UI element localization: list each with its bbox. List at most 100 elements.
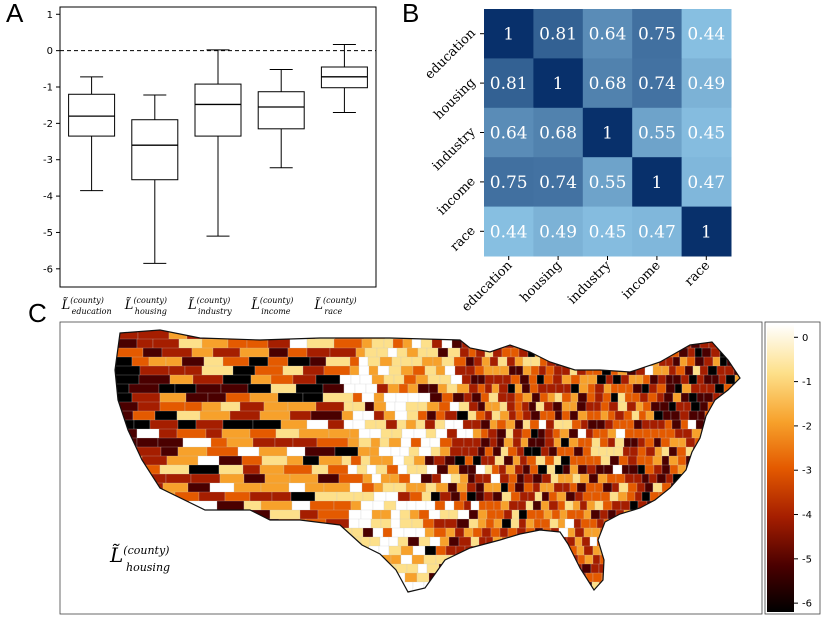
county-cell-717 [599,437,609,448]
county-cell-978 [435,482,449,493]
panel-letter-b: B [402,0,420,28]
county-cell-386 [674,383,683,394]
county-cell-1109 [586,500,596,511]
county-cell-310 [528,374,538,385]
county-cell-548 [614,410,625,421]
county-cell-1052 [582,491,593,502]
heatmap-value-education-income: 0.75 [638,25,676,45]
heatmap-value-income-income: 1 [651,173,662,193]
county-cell-1111 [602,500,613,511]
county-cell-523 [406,410,419,421]
county-cell-293 [359,374,373,385]
county-cell-938 [564,473,574,484]
county-cell-1485 [417,563,428,574]
county-cell-944 [615,473,626,484]
heatmap-cell-education-industry [582,9,633,59]
county-cell-589 [480,419,491,430]
county-cell-893 [644,464,655,475]
county-cell-427 [561,392,572,403]
county-cell-997 [594,482,604,493]
county-cell-1153 [503,509,513,520]
county-cell-865 [406,464,418,475]
county-cell-357 [437,383,448,394]
county-cell-483 [543,401,554,412]
county-cell-411 [418,392,431,403]
heatmap-cell-income-race [681,157,732,208]
county-cell-1053 [591,491,602,502]
county-cell-121 [355,347,366,358]
county-cell-863 [386,464,399,475]
county-cell-417 [480,392,490,403]
county-cell-948 [648,473,658,484]
county-cell-410 [407,392,420,403]
county-cell-432 [602,392,612,403]
county-cell-1057 [626,491,636,502]
county-cell-691 [370,437,381,448]
county-cell-123 [376,347,389,358]
county-cell-1037 [459,491,468,502]
county-cell-185 [411,356,423,367]
county-cell-1148 [457,509,470,520]
county-cell-376 [594,383,605,394]
county-cell-860 [356,464,368,475]
county-cell-530 [475,410,486,421]
y-tick-label-1: 0 [47,46,53,57]
county-cell-463 [364,401,375,412]
county-cell-783 [676,446,687,457]
county-cell-137 [510,347,520,358]
county-cell-332 [703,374,713,385]
county-cell-916 [371,473,382,484]
county-cell-492 [617,401,628,412]
county-cell-1043 [510,491,521,502]
county-cell-1029 [373,491,387,502]
county-cell-1163 [583,509,592,520]
county-cell-755 [449,446,463,457]
row-label-housing: housing [431,75,478,122]
county-cell-890 [621,464,630,475]
county-cell-383 [648,383,658,394]
county-cell-1212 [533,518,542,529]
county-cell-498 [668,401,677,412]
heatmap-cell-education-education [484,9,534,59]
county-cell-248 [474,365,485,376]
county-cell-1446 [584,554,594,565]
county-cell-324 [642,374,651,385]
county-cell-238 [368,365,379,376]
county-cell-663 [615,428,626,439]
y-tick-label-3: -2 [43,119,53,130]
county-cell-1160 [559,509,568,520]
county-cell-1159 [551,509,561,520]
county-cell-1209 [510,518,520,529]
county-cell-126 [406,347,419,358]
county-cell-1140 [380,509,392,520]
county-cell-1424 [390,554,402,565]
county-cell-840 [677,455,687,466]
y-tick-label-2: -1 [43,83,53,94]
county-cell-311 [536,374,545,385]
county-cell-180 [358,356,369,367]
county-cell-467 [405,401,419,412]
county-cell-435 [624,392,633,403]
county-cell-981 [466,482,477,493]
county-cell-477 [499,401,508,412]
county-cell-443 [688,392,698,403]
county-cell-764 [523,446,533,457]
county-cell-603 [596,419,606,430]
county-cell-1107 [572,500,581,511]
county-cell-1032 [409,491,423,502]
county-cell-1258 [445,527,456,538]
county-cell-1095 [478,500,487,511]
county-cell-189 [453,356,467,367]
county-cell-258 [553,365,563,376]
county-cell-420 [506,392,516,403]
county-cell-977 [425,482,437,493]
county-cell-1101 [525,500,534,511]
county-cell-365 [507,383,516,394]
county-cell-1505 [590,563,600,574]
county-cell-1047 [541,491,550,502]
county-cell-468 [417,401,428,412]
map-label-sub: housing [126,561,170,574]
county-cell-299 [427,374,441,385]
county-cell-423 [531,392,541,403]
county-cell-1206 [485,518,495,529]
